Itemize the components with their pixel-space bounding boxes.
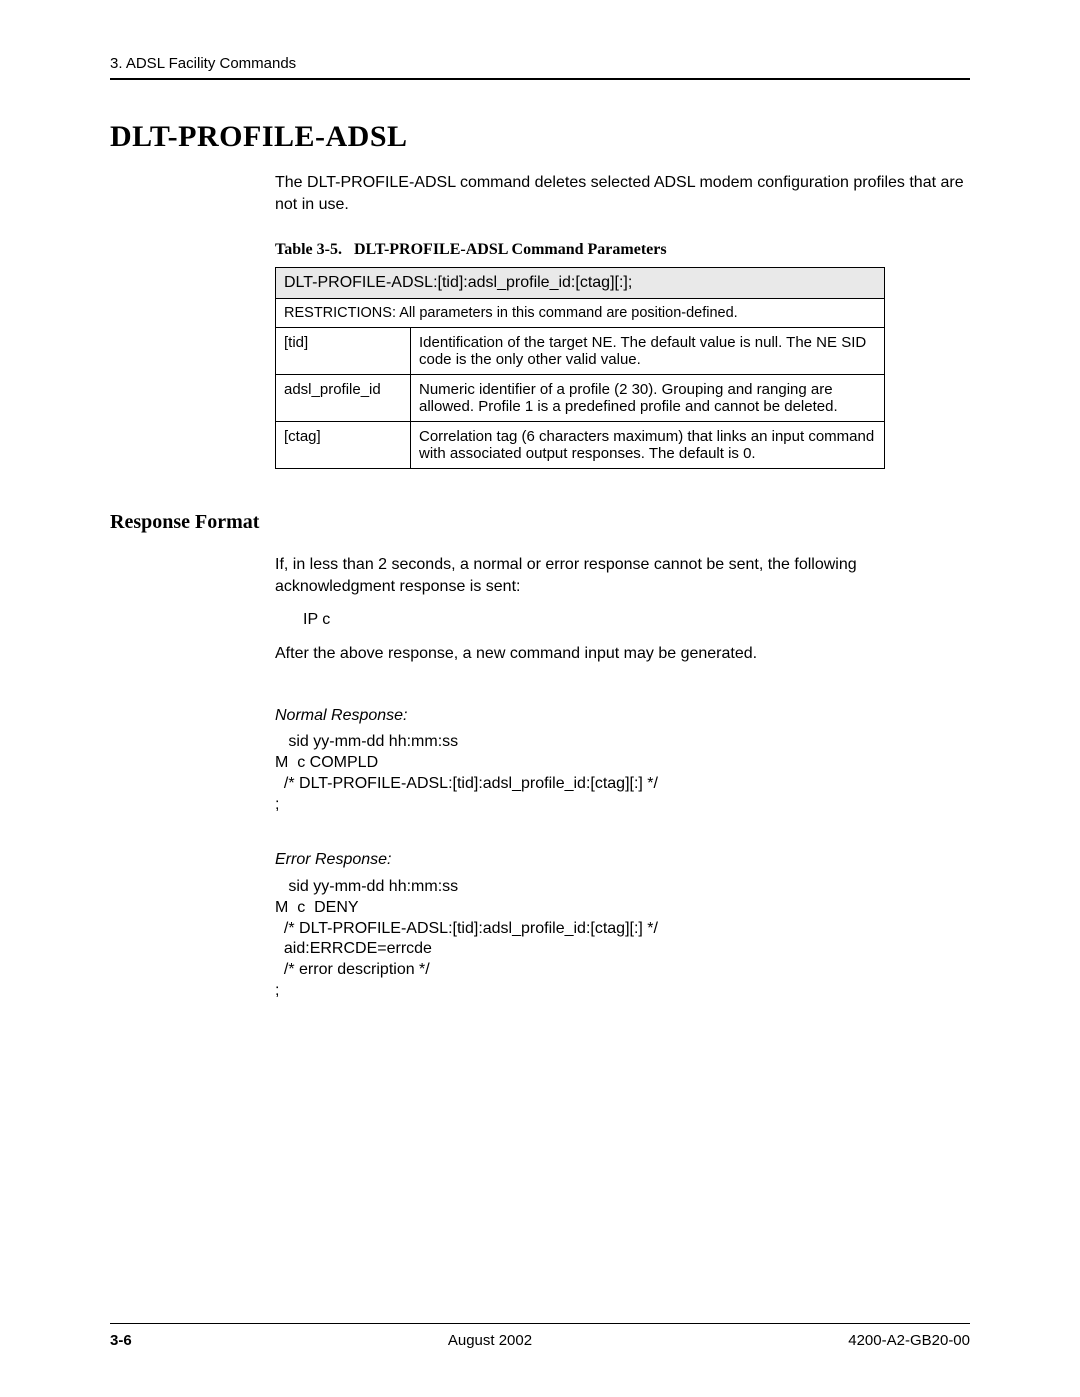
table-restrictions-cell: RESTRICTIONS: All parameters in this com… (276, 299, 885, 328)
normal-response-block: sid yy-mm-dd hh:mm:ss M c COMPLD /* DLT-… (275, 732, 970, 815)
param-desc: Numeric identifier of a profile (2 30). … (411, 375, 885, 422)
table-syntax-cell: DLT-PROFILE-ADSL:[tid]:adsl_profile_id:[… (276, 268, 885, 299)
param-name: [tid] (276, 328, 411, 375)
table-row: [tid] Identification of the target NE. T… (276, 328, 885, 375)
response-format-heading: Response Format (110, 511, 970, 534)
parameters-table: DLT-PROFILE-ADSL:[tid]:adsl_profile_id:[… (275, 267, 885, 469)
normal-response-label: Normal Response: (275, 705, 970, 727)
table-row: [ctag] Correlation tag (6 characters max… (276, 422, 885, 469)
table-row: adsl_profile_id Numeric identifier of a … (276, 375, 885, 422)
error-response-label: Error Response: (275, 849, 970, 871)
header-rule (110, 78, 970, 80)
param-desc: Identification of the target NE. The def… (411, 328, 885, 375)
table-caption-title: DLT-PROFILE-ADSL Command Parameters (354, 241, 667, 258)
table-caption: Table 3-5. DLT-PROFILE-ADSL Command Para… (275, 241, 970, 259)
footer-date: August 2002 (448, 1332, 532, 1349)
param-desc: Correlation tag (6 characters maximum) t… (411, 422, 885, 469)
table-syntax-row: DLT-PROFILE-ADSL:[tid]:adsl_profile_id:[… (276, 268, 885, 299)
ack-code: IP c (303, 609, 970, 631)
table-restrictions-row: RESTRICTIONS: All parameters in this com… (276, 299, 885, 328)
footer-rule (110, 1323, 970, 1324)
param-name: [ctag] (276, 422, 411, 469)
response-body: If, in less than 2 seconds, a normal or … (275, 554, 970, 1002)
running-head: 3. ADSL Facility Commands (110, 55, 970, 72)
footer-page-number: 3-6 (110, 1332, 132, 1349)
page-title: DLT-PROFILE-ADSL (110, 120, 970, 154)
table-caption-label: Table 3-5. (275, 241, 342, 258)
intro-paragraph: The DLT-PROFILE-ADSL command deletes sel… (275, 172, 970, 215)
page: 3. ADSL Facility Commands DLT-PROFILE-AD… (0, 0, 1080, 1397)
param-name: adsl_profile_id (276, 375, 411, 422)
footer-doc-id: 4200-A2-GB20-00 (848, 1332, 970, 1349)
page-footer: 3-6 August 2002 4200-A2-GB20-00 (110, 1323, 970, 1349)
error-response-block: sid yy-mm-dd hh:mm:ss M c DENY /* DLT-PR… (275, 877, 970, 1002)
after-text: After the above response, a new command … (275, 643, 970, 665)
ack-text: If, in less than 2 seconds, a normal or … (275, 554, 970, 597)
